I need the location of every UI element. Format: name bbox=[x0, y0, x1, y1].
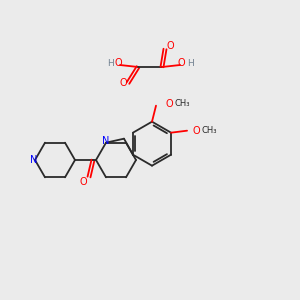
Text: O: O bbox=[166, 41, 174, 51]
Text: CH₃: CH₃ bbox=[201, 126, 217, 135]
Text: H: H bbox=[187, 58, 194, 68]
Text: H: H bbox=[108, 58, 114, 68]
Text: O: O bbox=[79, 177, 87, 187]
Text: O: O bbox=[165, 99, 173, 109]
Text: O: O bbox=[119, 78, 127, 88]
Text: O: O bbox=[192, 126, 200, 136]
Text: N: N bbox=[102, 136, 110, 146]
Text: CH₃: CH₃ bbox=[174, 99, 190, 108]
Text: O: O bbox=[177, 58, 185, 68]
Text: N: N bbox=[30, 155, 38, 165]
Text: O: O bbox=[114, 58, 122, 68]
